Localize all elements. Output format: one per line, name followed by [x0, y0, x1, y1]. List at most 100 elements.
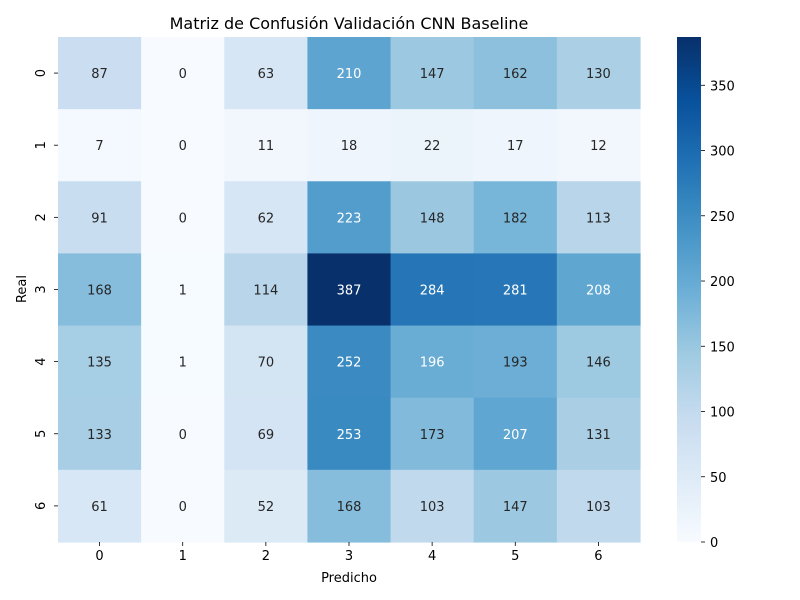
heatmap-cell: [307, 469, 392, 543]
cell-value-label: 52: [258, 500, 275, 515]
heatmap-cell: [307, 37, 392, 110]
cell-value-label: 0: [179, 139, 187, 154]
heatmap-cell: [224, 181, 309, 255]
cell-value-label: 0: [179, 211, 187, 226]
heatmap-cell: [58, 181, 142, 255]
heatmap-cell: [224, 109, 309, 182]
cell-value-label: 0: [179, 67, 187, 82]
heatmap-cell: [473, 397, 558, 471]
heatmap-cell: [556, 37, 641, 110]
x-tick-label: 3: [345, 549, 353, 564]
y-tick-label: 2: [34, 213, 49, 221]
cell-value-label: 91: [91, 211, 108, 226]
cell-value-label: 252: [337, 356, 362, 371]
cell-value-label: 7: [95, 139, 103, 154]
cell-value-label: 162: [503, 67, 528, 82]
x-axis-ticks: 0 1 2 3 4 5 6: [95, 541, 603, 564]
heatmap-cell: [307, 253, 392, 327]
cell-value-label: 208: [586, 283, 611, 298]
cell-value-label: 173: [420, 428, 445, 443]
cell-value-label: 69: [258, 428, 275, 443]
heatmap-cell: [224, 37, 309, 110]
heatmap-cell: [58, 37, 142, 110]
heatmap-cell: [390, 181, 475, 255]
heatmap-cell: [58, 325, 142, 399]
y-tick-label: 1: [34, 141, 49, 149]
heatmap-cell: [141, 37, 225, 110]
x-tick-label: 1: [179, 549, 187, 564]
cell-value-label: 11: [258, 139, 275, 154]
y-tick-label: 0: [34, 69, 49, 77]
cell-value-label: 18: [341, 139, 358, 154]
heatmap-cell: [556, 469, 641, 543]
heatmap-cell: [307, 325, 392, 399]
cell-value-label: 131: [586, 428, 611, 443]
colorbar-tick-label: 50: [710, 471, 727, 486]
colorbar-tick-label: 0: [710, 536, 718, 551]
y-tick-label: 3: [34, 285, 49, 293]
heatmap-cell: [390, 253, 475, 327]
cell-value-label: 0: [179, 428, 187, 443]
cell-value-label: 146: [586, 356, 611, 371]
colorbar-tick-label: 200: [710, 275, 735, 290]
heatmap-cell: [58, 253, 142, 327]
cell-value-label: 210: [337, 67, 362, 82]
cell-value-label: 0: [179, 500, 187, 515]
x-tick-label: 2: [262, 549, 270, 564]
colorbar-tick-label: 150: [710, 340, 735, 355]
x-tick-label: 4: [428, 549, 436, 564]
cell-value-label: 284: [420, 283, 445, 298]
cell-value-label: 12: [590, 139, 607, 154]
cell-value-label: 253: [337, 428, 362, 443]
heatmap-cell: [473, 325, 558, 399]
cell-value-label: 113: [586, 211, 611, 226]
colorbar: [677, 37, 701, 542]
cell-value-label: 387: [337, 283, 362, 298]
y-tick-label: 5: [34, 430, 49, 438]
colorbar-ticks: 0 50 100 150 200 250 300 350: [701, 79, 735, 551]
heatmap-cell: [556, 325, 641, 399]
cell-value-label: 1: [179, 356, 187, 371]
heatmap-cell: [224, 325, 309, 399]
cell-value-label: 17: [507, 139, 524, 154]
cell-value-label: 148: [420, 211, 445, 226]
x-tick-label: 6: [594, 549, 602, 564]
heatmap-cell: [58, 109, 142, 182]
heatmap-cell: [390, 325, 475, 399]
heatmap-cell: [58, 469, 142, 543]
heatmap-cell: [473, 253, 558, 327]
heatmap-cell: [390, 37, 475, 110]
heatmap-cell: [556, 397, 641, 471]
heatmap-cell: [473, 37, 558, 110]
heatmap-cell: [307, 397, 392, 471]
heatmap-cell: [390, 109, 475, 182]
colorbar-tick-label: 300: [710, 145, 735, 160]
chart-title: Matriz de Confusión Validación CNN Basel…: [170, 14, 529, 33]
cell-value-label: 168: [337, 500, 362, 515]
colorbar-tick-label: 250: [710, 210, 735, 225]
heatmap-cell: [224, 397, 309, 471]
heatmap-cell: [473, 181, 558, 255]
heatmap-cell: [141, 253, 225, 327]
cell-value-label: 62: [258, 211, 275, 226]
heatmap-cell: [58, 397, 142, 471]
heatmap-cell: [141, 325, 225, 399]
y-tick-label: 4: [34, 357, 49, 365]
x-tick-label: 5: [511, 549, 519, 564]
cell-value-label: 147: [503, 500, 528, 515]
y-axis-ticks: 0 1 2 3 4 5 6: [34, 69, 58, 510]
cell-value-label: 193: [503, 356, 528, 371]
heatmap-cell: [556, 181, 641, 255]
cell-value-label: 103: [420, 500, 445, 515]
cell-value-label: 147: [420, 67, 445, 82]
heatmap-cell: [390, 469, 475, 543]
cell-value-label: 133: [87, 428, 112, 443]
cell-value-label: 130: [586, 67, 611, 82]
cell-value-label: 1: [179, 283, 187, 298]
cell-value-label: 63: [258, 67, 275, 82]
cell-value-label: 114: [253, 283, 278, 298]
cell-value-label: 223: [337, 211, 362, 226]
heatmap-cell: [473, 109, 558, 182]
